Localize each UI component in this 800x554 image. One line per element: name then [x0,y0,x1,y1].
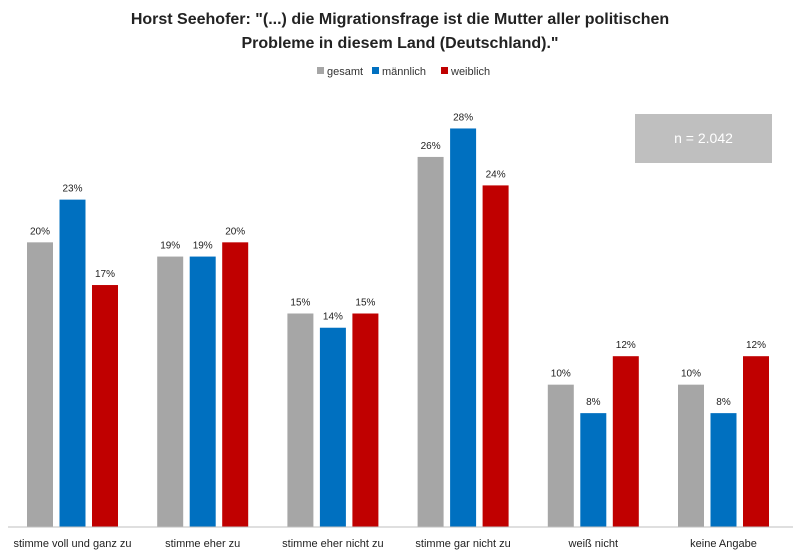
legend-swatch-1 [372,67,379,74]
bar-2-2 [352,313,379,527]
category-label-3: stimme gar nicht zu [415,538,510,550]
chart-title-line-2: Probleme in diesem Land (Deutschland)." [242,35,559,52]
bar-3-0 [417,156,444,527]
value-label-2-0: 15% [290,298,310,309]
bar-2-0 [287,313,314,527]
category-labels: stimme voll und ganz zu stimme eher zu sti… [14,538,757,550]
value-label-3-1: 28% [453,112,473,123]
legend-swatch-0 [317,67,324,74]
bars [27,128,769,528]
bar-4-0 [547,384,574,527]
bar-5-1 [710,413,737,527]
chart-title-line-1: Horst Seehofer: "(...) die Migrationsfra… [131,11,669,28]
value-label-5-2: 12% [746,340,766,351]
value-label-2-1: 14% [323,312,343,323]
value-label-4-0: 10% [551,369,571,380]
legend: gesamt männlich weiblich [317,66,490,78]
bar-2-1 [319,327,346,527]
bar-1-2 [222,242,249,528]
category-label-1: stimme eher zu [165,538,240,550]
value-label-5-1: 8% [716,397,731,408]
value-label-4-1: 8% [586,397,601,408]
value-label-5-0: 10% [681,369,701,380]
bar-3-1 [450,128,477,527]
chart-title: Horst Seehofer: "(...) die Migrationsfra… [131,11,669,52]
legend-label-2: weiblich [450,66,490,78]
legend-label-0: gesamt [327,66,363,78]
sample-size-box: n = 2.042 [635,114,772,163]
value-label-0-2: 17% [95,269,115,280]
category-label-4: weiß nicht [568,538,619,550]
category-label-2: stimme eher nicht zu [282,538,383,550]
bar-1-0 [157,256,184,527]
bar-1-1 [189,256,216,527]
value-label-1-1: 19% [193,241,213,252]
value-label-4-2: 12% [616,340,636,351]
bar-0-1 [59,199,86,527]
bar-0-2 [92,285,118,527]
bar-4-1 [580,413,607,527]
category-label-0: stimme voll und ganz zu [14,538,132,550]
value-label-3-0: 26% [421,141,441,152]
bar-5-2 [743,356,769,527]
sample-size-label: n = 2.042 [674,130,733,146]
value-label-3-2: 24% [486,169,506,180]
value-labels: 20% 23% 17% 19% 19% 20% 15% 14% 15% 26% 28% 24% 10% 8… [30,112,766,408]
bar-3-2 [482,185,509,527]
value-label-2-2: 15% [355,298,375,309]
legend-swatch-2 [441,67,448,74]
bar-4-2 [612,356,639,527]
category-label-5: keine Angabe [690,538,757,550]
value-label-0-0: 20% [30,226,50,237]
bar-5-0 [678,384,704,527]
value-label-1-0: 19% [160,241,180,252]
value-label-1-2: 20% [225,226,245,237]
bar-0-0 [27,242,53,528]
legend-label-1: männlich [382,66,426,78]
sample-size-box-bg [635,114,772,163]
value-label-0-1: 23% [62,184,82,195]
